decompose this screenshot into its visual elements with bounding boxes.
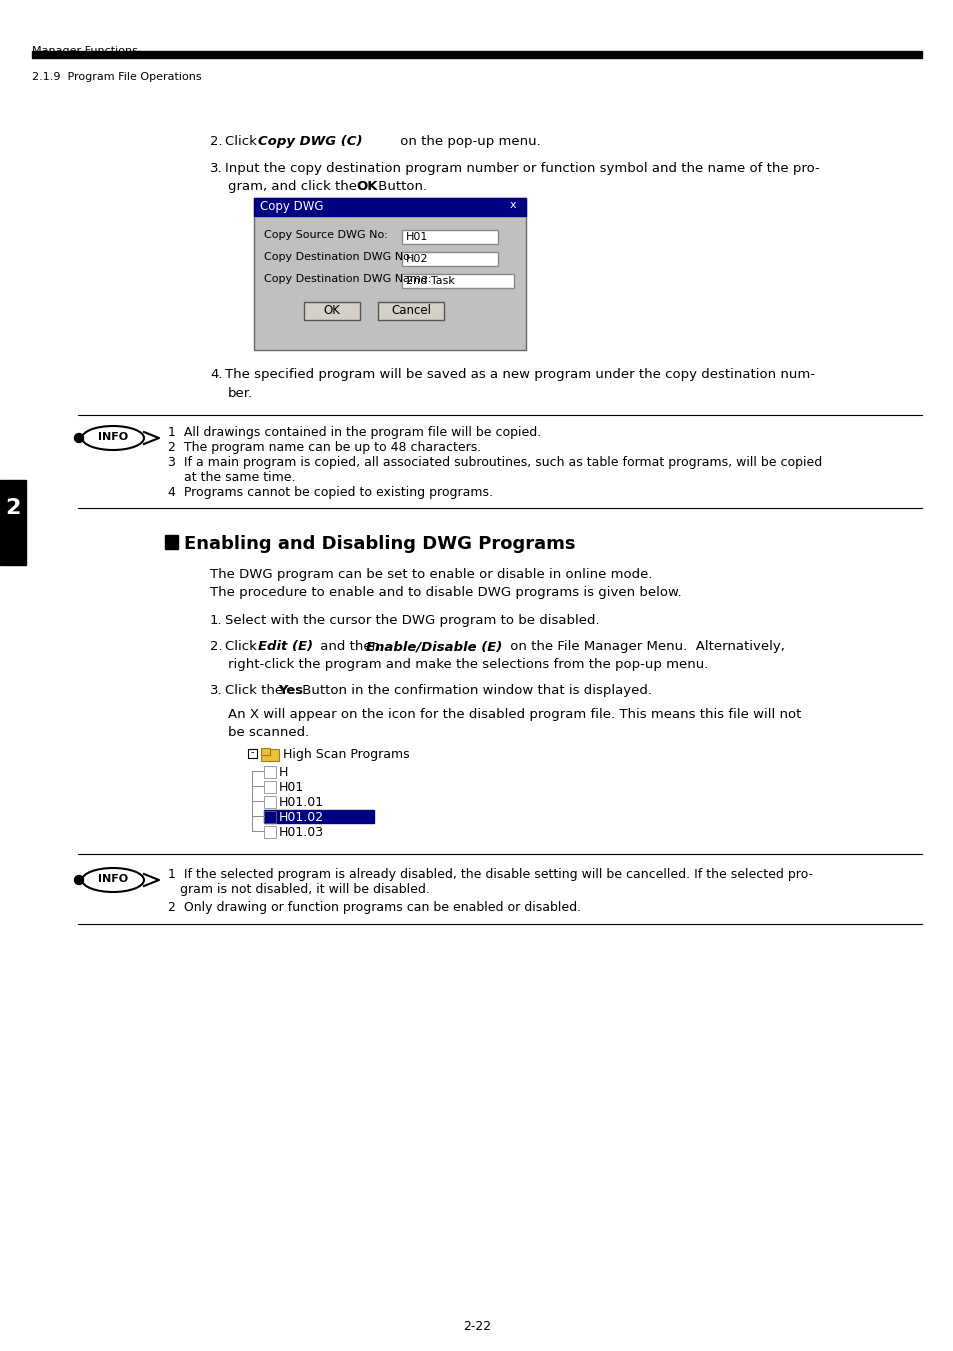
Text: INFO: INFO	[98, 874, 128, 884]
Text: H: H	[278, 766, 288, 780]
Text: OK: OK	[323, 304, 340, 317]
Text: 2-22: 2-22	[462, 1320, 491, 1333]
Text: Click: Click	[225, 640, 261, 653]
Bar	[264, 811, 275, 823]
Text: An X will appear on the icon for the disabled program file. This means this file: An X will appear on the icon for the dis…	[228, 708, 801, 721]
Text: The DWG program can be set to enable or disable in online mode.: The DWG program can be set to enable or …	[210, 567, 652, 581]
Text: INFO: INFO	[98, 432, 128, 442]
Text: 2.1.9  Program File Operations: 2.1.9 Program File Operations	[32, 72, 201, 82]
Text: gram, and click the: gram, and click the	[228, 180, 361, 193]
Text: right-click the program and make the selections from the pop-up menu.: right-click the program and make the sel…	[228, 658, 708, 671]
Text: be scanned.: be scanned.	[228, 725, 309, 739]
Text: H02: H02	[406, 254, 428, 263]
Text: The procedure to enable and to disable DWG programs is given below.: The procedure to enable and to disable D…	[210, 586, 681, 598]
Text: 4.: 4.	[210, 367, 222, 381]
Bar	[264, 766, 275, 778]
Text: on the pop-up menu.: on the pop-up menu.	[395, 135, 540, 149]
Text: 2nd Task: 2nd Task	[406, 276, 455, 286]
Bar	[264, 781, 275, 793]
Ellipse shape	[82, 867, 144, 892]
Text: OK: OK	[355, 180, 377, 193]
Text: x: x	[510, 200, 517, 209]
Text: Button in the confirmation window that is displayed.: Button in the confirmation window that i…	[297, 684, 651, 697]
Ellipse shape	[82, 426, 144, 450]
Text: 2.: 2.	[210, 640, 222, 653]
Text: 4  Programs cannot be copied to existing programs.: 4 Programs cannot be copied to existing …	[168, 486, 493, 499]
Text: 2  The program name can be up to 48 characters.: 2 The program name can be up to 48 chara…	[168, 440, 480, 454]
Text: ber.: ber.	[228, 386, 253, 400]
Text: at the same time.: at the same time.	[168, 471, 295, 484]
Bar	[264, 796, 275, 808]
Text: Enable/Disable (E): Enable/Disable (E)	[366, 640, 501, 653]
Text: The specified program will be saved as a new program under the copy destination : The specified program will be saved as a…	[225, 367, 814, 381]
Bar	[401, 274, 514, 288]
Text: 2.: 2.	[210, 135, 222, 149]
Bar	[248, 748, 256, 758]
Text: gram is not disabled, it will be disabled.: gram is not disabled, it will be disable…	[168, 884, 430, 896]
Text: Manager Functions: Manager Functions	[32, 46, 138, 55]
Text: -: -	[251, 747, 254, 757]
Circle shape	[74, 875, 84, 885]
Text: Select with the cursor the DWG program to be disabled.: Select with the cursor the DWG program t…	[225, 613, 599, 627]
Text: and then: and then	[315, 640, 384, 653]
Text: H01.01: H01.01	[278, 796, 324, 809]
Text: Copy DWG (C): Copy DWG (C)	[257, 135, 362, 149]
Text: H01: H01	[278, 781, 304, 794]
Bar	[253, 199, 525, 350]
Text: Copy Source DWG No:: Copy Source DWG No:	[264, 230, 388, 240]
Bar	[253, 199, 525, 216]
Text: on the File Manager Menu.  Alternatively,: on the File Manager Menu. Alternatively,	[505, 640, 784, 653]
Bar	[264, 811, 374, 823]
Text: Enabling and Disabling DWG Programs: Enabling and Disabling DWG Programs	[184, 535, 575, 553]
Text: Input the copy destination program number or function symbol and the name of the: Input the copy destination program numbe…	[225, 162, 819, 176]
Bar	[264, 825, 275, 838]
Bar	[261, 748, 278, 761]
Text: 1  All drawings contained in the program file will be copied.: 1 All drawings contained in the program …	[168, 426, 540, 439]
Bar	[32, 51, 921, 58]
Bar	[261, 748, 270, 755]
Text: Copy Destination DWG Name:: Copy Destination DWG Name:	[264, 274, 431, 284]
Circle shape	[74, 434, 84, 443]
Text: 1  If the selected program is already disabled, the disable setting will be canc: 1 If the selected program is already dis…	[168, 867, 812, 881]
Text: Copy Destination DWG No:: Copy Destination DWG No:	[264, 253, 413, 262]
Text: Cancel: Cancel	[391, 304, 431, 317]
Text: 2: 2	[6, 499, 21, 517]
Bar	[0, 480, 26, 565]
Bar	[377, 303, 443, 320]
Text: Click the: Click the	[225, 684, 287, 697]
Text: Click: Click	[225, 135, 261, 149]
Text: Copy DWG: Copy DWG	[260, 200, 323, 213]
Text: High Scan Programs: High Scan Programs	[283, 748, 409, 761]
Text: H01.03: H01.03	[278, 825, 324, 839]
Text: Button.: Button.	[374, 180, 427, 193]
Bar	[165, 535, 178, 549]
Text: 2  Only drawing or function programs can be enabled or disabled.: 2 Only drawing or function programs can …	[168, 901, 580, 915]
Bar	[401, 253, 497, 266]
Text: 3.: 3.	[210, 162, 222, 176]
Text: Edit (E): Edit (E)	[257, 640, 313, 653]
Bar	[401, 230, 497, 245]
Text: H01: H01	[406, 232, 428, 242]
Text: 1.: 1.	[210, 613, 222, 627]
Text: H01.02: H01.02	[278, 811, 324, 824]
Text: 3  If a main program is copied, all associated subroutines, such as table format: 3 If a main program is copied, all assoc…	[168, 457, 821, 469]
Text: 3.: 3.	[210, 684, 222, 697]
Text: Yes: Yes	[277, 684, 303, 697]
Bar	[304, 303, 359, 320]
